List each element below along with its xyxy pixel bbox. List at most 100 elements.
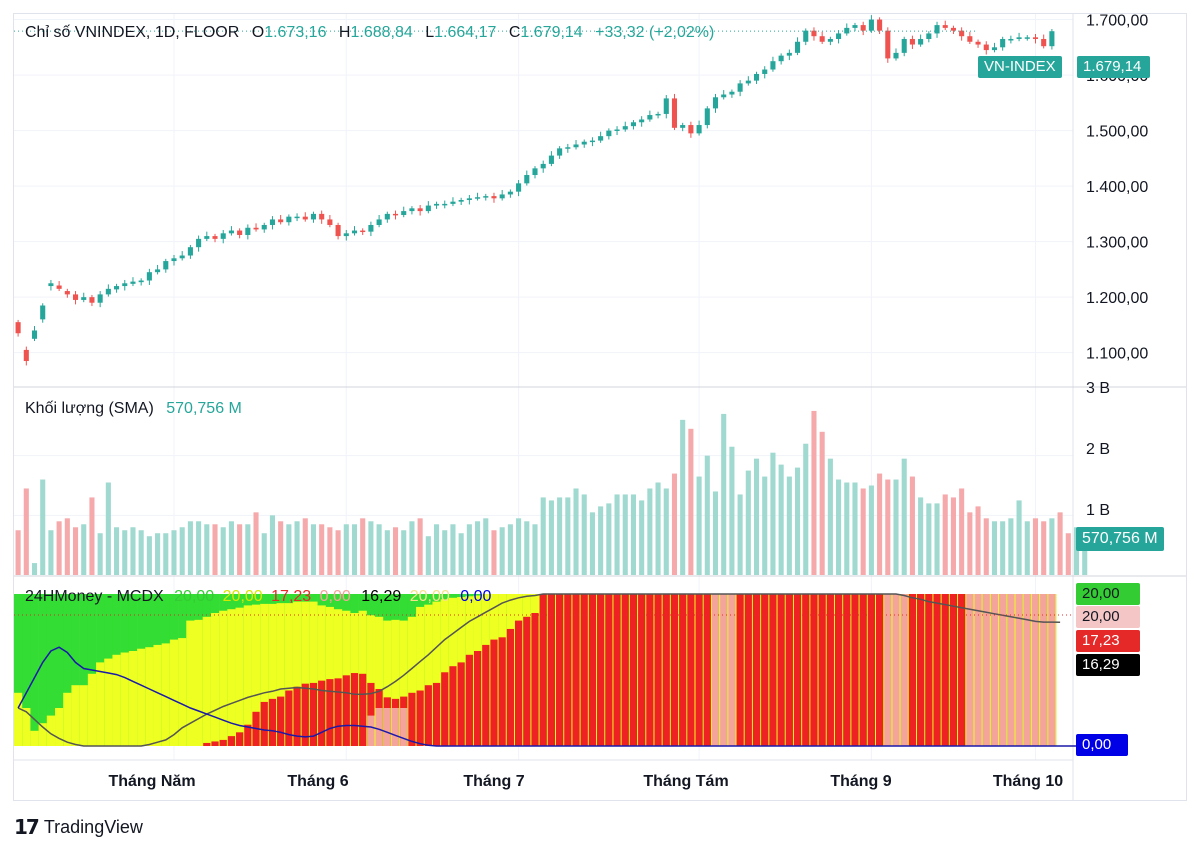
volume-bar [688, 428, 694, 575]
mcdx-value-3: 17,23 [271, 588, 312, 605]
mcdx-red-bar [777, 594, 785, 746]
mcdx-red-bar [203, 742, 211, 746]
candle-body [433, 203, 440, 206]
volume-bar [548, 500, 554, 575]
brand-name: TradingView [43, 817, 143, 837]
mcdx-green-bar [63, 594, 72, 746]
volume-bar [860, 488, 866, 575]
candle-body [762, 69, 768, 74]
mcdx-green-bar [71, 594, 80, 746]
candle-body [647, 115, 653, 120]
candle-body [40, 305, 46, 320]
volume-bar [934, 503, 940, 575]
candle-body [885, 30, 891, 59]
candle-body [860, 25, 866, 31]
volume-bar [212, 524, 218, 575]
mcdx-red-bar [875, 594, 884, 746]
mcdx-yellow-bar [227, 609, 236, 746]
volume-bar [696, 476, 702, 575]
candle-body [89, 297, 95, 303]
price-tick-label: 1.300,00 [1086, 235, 1148, 252]
volume-bar [228, 521, 234, 575]
volume-bar [278, 521, 284, 575]
candle-body [671, 98, 678, 128]
mcdx-red-bar [933, 594, 941, 746]
volume-bar [196, 521, 202, 575]
mcdx-red-bar [744, 594, 752, 746]
mcdx-pink-bar [367, 715, 375, 746]
mcdx-yellow-bar [96, 662, 105, 746]
candle-body [48, 283, 54, 287]
mcdx-red-bar [818, 594, 826, 746]
volume-bar [491, 530, 497, 575]
candle-body [15, 322, 21, 334]
volume-bar [401, 530, 407, 575]
volume-bar [540, 497, 546, 575]
volume-bar [893, 479, 899, 575]
volume-bar [647, 488, 653, 575]
mcdx-yellow-bar [14, 692, 23, 746]
volume-bar [811, 410, 817, 575]
candle-body [228, 230, 234, 234]
mcdx-green-bar [14, 594, 23, 746]
volume-bar [48, 530, 54, 575]
mcdx-value-2: 20,00 [222, 588, 263, 605]
volume-bar [622, 494, 628, 575]
candle-body [384, 213, 390, 220]
tradingview-brand[interactable]: 𝟭𝟳 TradingView [14, 815, 143, 840]
volume-bar [319, 524, 325, 575]
mcdx-red-bar [728, 594, 736, 746]
mcdx-yellow-bar [112, 654, 121, 746]
mcdx-red-bar [752, 594, 761, 746]
high-label: H [338, 24, 351, 41]
candle-body [138, 280, 144, 283]
mcdx-pane [14, 593, 1102, 747]
volume-bar [417, 518, 423, 575]
candle-body [1016, 37, 1022, 39]
volume-bar [557, 497, 563, 575]
mcdx-red-bar [662, 594, 670, 746]
volume-bar [220, 527, 226, 575]
mcdx-red-bar [917, 594, 925, 746]
candle-body [466, 198, 472, 200]
x-tick-june: Tháng 6 [287, 773, 349, 790]
volume-bar [737, 494, 743, 575]
candle-body [171, 258, 177, 262]
mcdx-red-bar [449, 666, 457, 746]
volume-bar [122, 530, 128, 575]
candle-body [598, 136, 604, 141]
mcdx-red-bar [473, 651, 482, 746]
candle-body [991, 47, 998, 51]
candle-body [753, 73, 760, 81]
mcdx-red-bar [810, 594, 818, 746]
mcdx-red-bar [293, 686, 301, 746]
mcdx-label: 24HMoney - MCDX [25, 588, 164, 605]
volume-bar [155, 533, 161, 575]
volume-bar [368, 521, 374, 575]
volume-bar [245, 524, 251, 575]
candle-body [926, 33, 932, 39]
close-label: C [508, 24, 521, 41]
volume-bar [360, 518, 366, 575]
candle-body [614, 129, 620, 131]
price-pane [14, 15, 1055, 366]
mcdx-red-bar [465, 654, 473, 746]
candle-body [983, 44, 989, 51]
candle-body [565, 147, 571, 149]
candle-body [146, 272, 152, 281]
volume-bar [1082, 542, 1088, 575]
volume-bar [680, 419, 686, 575]
chart-title: Chỉ số VNINDEX, 1D, FLOOR [25, 24, 240, 41]
mcdx-legend: 24HMoney - MCDX 20,00 20,00 17,23 0,00 1… [25, 588, 491, 606]
volume-bar [573, 488, 579, 575]
candle-body [589, 140, 595, 143]
mcdx-red-bar [785, 594, 793, 746]
mcdx-red-bar [441, 672, 449, 746]
high-value: 1.688,84 [350, 24, 413, 41]
mcdx-red-bar [350, 673, 359, 746]
volume-bar [450, 524, 456, 575]
volume-bar [89, 497, 95, 575]
mcdx-yellow-bar [153, 644, 162, 746]
candle-body [803, 30, 809, 42]
mcdx-red-bar [211, 741, 219, 746]
